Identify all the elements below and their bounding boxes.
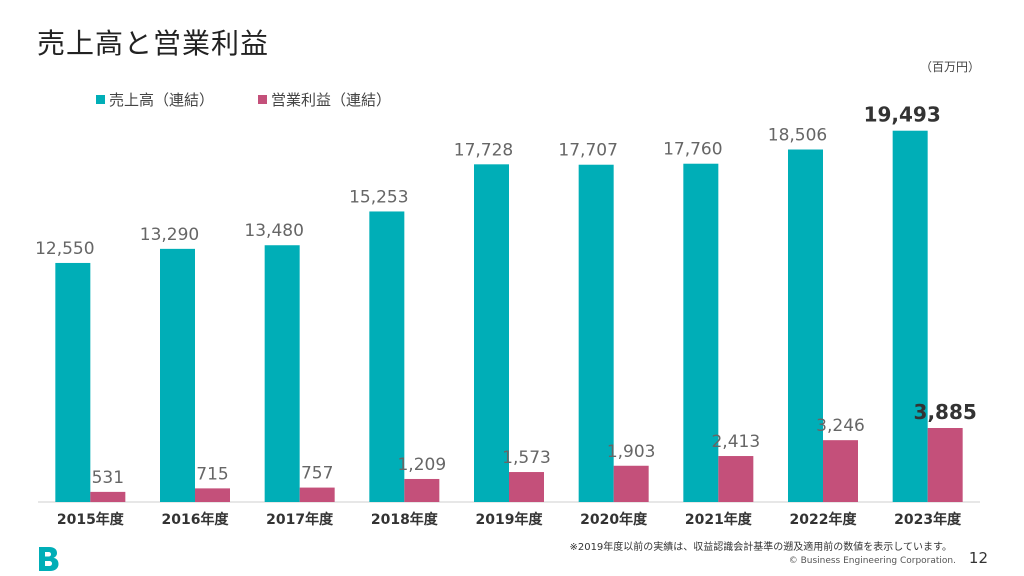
data-label-sales-9: 19,493 <box>864 103 941 127</box>
bar-profit-6 <box>613 465 649 502</box>
bar-sales-4 <box>369 211 405 502</box>
legend-swatch-profit <box>258 95 268 104</box>
bar-sales-7 <box>683 163 719 502</box>
data-label-profit-2: 715 <box>196 464 228 484</box>
footnote: ※2019年度以前の実績は、収益認識会計基準の遡及適用前の数値を表示しています。 <box>569 542 952 553</box>
bar-sales-1 <box>55 262 91 502</box>
bar-sales-9 <box>892 130 928 502</box>
x-tick-label-8: 2022年度 <box>790 511 858 528</box>
legend-item-profit: 営業利益（連結） <box>258 89 391 110</box>
x-tick-label-7: 2021年度 <box>685 511 753 528</box>
data-label-sales-1: 12,550 <box>35 239 94 259</box>
x-tick-label-5: 2019年度 <box>476 511 544 528</box>
bar-profit-5 <box>509 472 544 502</box>
page-number: 12 <box>968 549 988 567</box>
bar-profit-4 <box>404 478 440 502</box>
bar-sales-2 <box>160 248 195 502</box>
data-label-profit-9: 3,885 <box>914 400 977 424</box>
data-label-profit-1: 531 <box>92 468 124 488</box>
data-label-sales-6: 17,707 <box>558 141 617 161</box>
x-tick-label-1: 2015年度 <box>57 511 125 528</box>
data-label-sales-7: 17,760 <box>663 140 722 160</box>
data-label-profit-5: 1,573 <box>502 448 551 468</box>
data-label-sales-4: 15,253 <box>349 187 408 207</box>
legend-item-sales: 売上高（連結） <box>96 89 214 110</box>
data-label-profit-6: 1,903 <box>607 442 656 462</box>
x-tick-label-6: 2020年度 <box>580 511 648 528</box>
copyright: © Business Engineering Corporation. <box>788 556 956 566</box>
x-tick-label-4: 2018年度 <box>371 511 439 528</box>
data-label-sales-5: 17,728 <box>454 140 513 160</box>
x-tick-label-9: 2023年度 <box>894 511 962 528</box>
data-label-profit-3: 757 <box>301 464 333 484</box>
legend-swatch-sales <box>96 95 105 104</box>
data-label-sales-3: 13,480 <box>244 221 303 241</box>
bar-sales-8 <box>788 149 823 502</box>
bar-profit-9 <box>927 428 963 502</box>
legend-label-profit: 営業利益（連結） <box>271 91 392 109</box>
bar-sales-3 <box>264 245 300 502</box>
data-label-profit-7: 2,413 <box>711 432 760 452</box>
data-label-sales-8: 18,506 <box>768 126 827 146</box>
unit-label: （百万円） <box>919 60 980 74</box>
bar-sales-5 <box>474 164 509 503</box>
data-label-profit-4: 1,209 <box>397 455 446 475</box>
company-logo-icon <box>39 547 59 571</box>
bar-profit-2 <box>195 488 230 502</box>
bar-profit-1 <box>90 491 126 502</box>
bar-profit-8 <box>823 440 858 502</box>
bar-profit-3 <box>299 487 335 502</box>
bar-profit-7 <box>718 456 754 502</box>
x-tick-label-2: 2016年度 <box>162 511 230 528</box>
legend-label-sales: 売上高（連結） <box>109 91 215 109</box>
chart-legend: 売上高（連結） 営業利益（連結） <box>96 89 391 110</box>
data-label-profit-8: 3,246 <box>816 416 865 436</box>
page-title: 売上高と営業利益 <box>37 27 270 60</box>
data-label-sales-2: 13,290 <box>140 225 199 245</box>
bar-sales-6 <box>578 164 614 502</box>
x-tick-label-3: 2017年度 <box>266 511 334 528</box>
